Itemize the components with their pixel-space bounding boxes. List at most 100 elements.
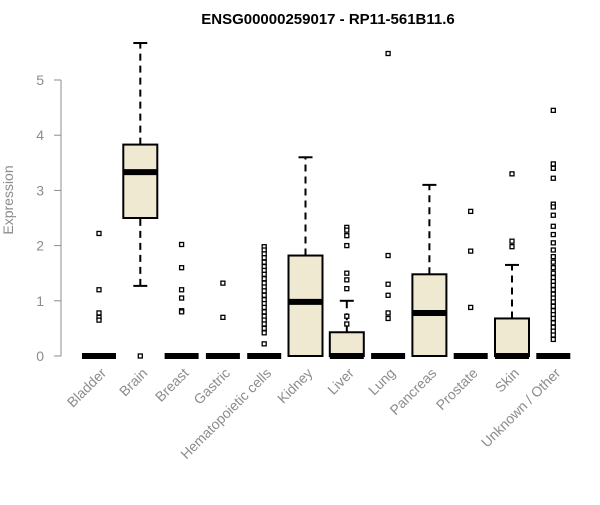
outlier-point [550, 332, 556, 338]
outlier-point [261, 321, 267, 327]
y-tick-label: 3 [36, 182, 44, 198]
box-5 [287, 156, 324, 357]
box-6 [328, 224, 365, 359]
outlier-point [550, 299, 556, 305]
category-label: Skin [492, 365, 523, 396]
outlier-point [261, 341, 267, 347]
outlier-point [178, 265, 185, 271]
outlier-point [261, 259, 267, 265]
box-8 [411, 183, 448, 357]
box-1 [122, 42, 159, 359]
category-label: Kidney [274, 365, 316, 407]
outlier-point [261, 325, 267, 332]
outlier-point [344, 242, 350, 249]
outlier-point [385, 315, 391, 322]
y-tick-label: 0 [36, 348, 44, 364]
outlier-point [550, 175, 556, 181]
outlier-point [550, 161, 556, 167]
outlier-point [509, 238, 515, 244]
outlier-point [550, 303, 556, 309]
y-tick-label: 2 [36, 238, 44, 254]
outlier-point [550, 231, 556, 238]
outlier-point [385, 281, 391, 287]
outlier-point [261, 276, 267, 282]
outlier-point [550, 204, 556, 210]
y-axis-label: Expression [0, 165, 16, 234]
outlier-point [550, 247, 556, 253]
outlier-point [344, 313, 350, 319]
outlier-point [550, 287, 556, 293]
y-tick-label: 1 [36, 293, 44, 309]
box-2 [164, 241, 199, 359]
box-iqr [328, 331, 365, 358]
outlier-point [344, 233, 350, 239]
category-label: Bladder [64, 365, 110, 411]
category-label: Prostate [433, 365, 481, 413]
outlier-point [468, 248, 474, 254]
outlier-point [261, 309, 267, 315]
outlier-point [137, 353, 143, 359]
category-label: Brain [116, 365, 150, 399]
outlier-point [96, 310, 102, 316]
category-label: Lung [365, 365, 398, 398]
outlier-point [550, 253, 556, 260]
outlier-point [344, 321, 350, 327]
outlier-point [261, 255, 267, 261]
box-9 [453, 208, 488, 359]
outlier-point [468, 304, 474, 311]
outlier-point [509, 171, 515, 177]
outlier-point [178, 287, 185, 293]
outlier-point [550, 315, 556, 322]
y-axis: 0 1 2 3 4 5 [36, 72, 62, 364]
outlier-point [261, 288, 267, 294]
outlier-point [178, 309, 185, 315]
outlier-point [550, 259, 556, 265]
box-10 [494, 171, 530, 359]
y-tick-label: 4 [36, 127, 44, 143]
outlier-point [550, 336, 556, 343]
box-11 [536, 107, 571, 359]
outlier-point [344, 270, 350, 276]
outlier-point [550, 165, 556, 171]
outlier-point [550, 240, 556, 246]
outlier-point [550, 265, 556, 271]
outlier-point [261, 271, 267, 277]
outlier-point [261, 292, 267, 298]
outlier-point [550, 320, 556, 326]
outlier-point [550, 107, 556, 114]
outlier-point [550, 270, 556, 276]
outlier-point [261, 330, 267, 336]
outlier-point [96, 287, 102, 293]
outlier-point [220, 314, 226, 321]
outlier-point [385, 50, 391, 57]
outlier-point [468, 208, 474, 215]
category-label: Liver [324, 365, 357, 398]
box-7 [371, 50, 406, 359]
boxes-group [82, 42, 571, 359]
box-iqr [494, 317, 530, 357]
outlier-point [550, 223, 556, 229]
y-tick-label: 5 [36, 72, 44, 88]
chart-title: ENSG00000259017 - RP11-561B11.6 [201, 11, 455, 28]
box-4 [247, 244, 282, 359]
category-label: Breast [152, 365, 192, 405]
outlier-point [344, 277, 350, 283]
box-0 [82, 230, 116, 359]
outlier-point [220, 280, 226, 286]
box-3 [205, 280, 240, 359]
box-iqr [122, 143, 159, 219]
outlier-point [385, 252, 391, 259]
outlier-point [261, 304, 267, 311]
outlier-point [550, 212, 556, 218]
outlier-point [385, 292, 391, 298]
outlier-point [385, 310, 391, 316]
box-iqr [287, 254, 324, 357]
outlier-point [96, 230, 102, 237]
outlier-point [96, 317, 102, 323]
outlier-point [344, 286, 350, 292]
outlier-point [178, 241, 185, 248]
outlier-point [509, 244, 515, 250]
